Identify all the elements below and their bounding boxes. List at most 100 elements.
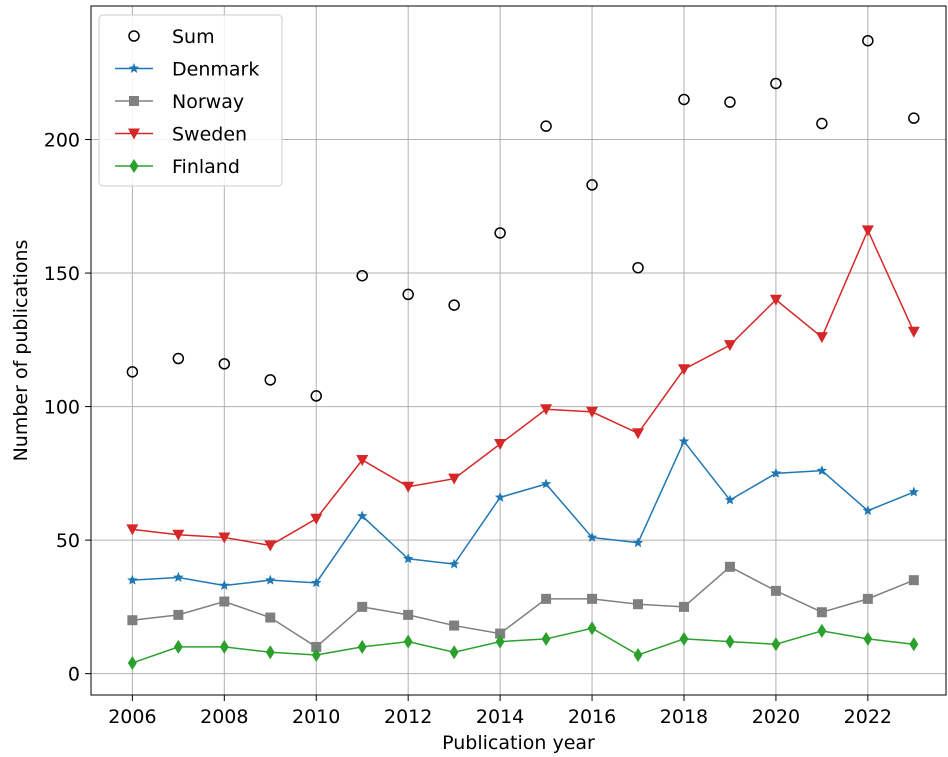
data-point-sum [126, 366, 139, 378]
data-point-sweden [448, 473, 461, 485]
data-point-finland [679, 631, 689, 646]
series-sweden [126, 225, 920, 552]
data-point-finland [909, 637, 919, 652]
data-point-sweden [264, 540, 277, 552]
series-line-norway [132, 565, 915, 648]
data-point-finland [265, 645, 275, 660]
y-tick-label: 150 [44, 263, 80, 285]
data-point-norway [173, 609, 184, 620]
data-point-sum [264, 374, 277, 386]
series-line-denmark [132, 439, 915, 587]
legend-item-sweden: Sweden [115, 124, 247, 146]
data-point-denmark [724, 494, 736, 505]
data-point-denmark [908, 486, 920, 497]
data-point-finland [403, 634, 413, 649]
data-point-denmark [219, 580, 230, 590]
data-point-norway [678, 601, 689, 612]
data-point-norway [127, 615, 138, 626]
legend-marker-sum [128, 30, 140, 42]
data-point-finland [495, 634, 505, 649]
data-point-sweden [310, 513, 323, 525]
data-point-sweden [769, 294, 782, 306]
series-denmark [127, 435, 920, 590]
data-point-sweden [586, 406, 599, 418]
data-point-norway [724, 561, 735, 572]
data-point-norway [219, 596, 230, 607]
data-point-sum [770, 77, 782, 90]
x-tick-label: 2018 [660, 706, 708, 728]
data-point-sum [724, 96, 736, 108]
series-norway [127, 561, 919, 652]
data-point-sweden [907, 326, 920, 338]
data-point-finland [633, 647, 643, 662]
data-point-norway [541, 593, 552, 604]
y-tick-label: 0 [68, 664, 80, 686]
series-sum [126, 34, 920, 402]
y-tick-label: 50 [56, 530, 80, 552]
data-point-denmark [173, 572, 184, 582]
data-point-sum [310, 390, 322, 402]
data-point-denmark [127, 574, 138, 585]
data-point-sweden [861, 225, 874, 237]
data-point-finland [771, 637, 781, 652]
data-point-sum [586, 179, 598, 191]
x-tick-label: 2006 [108, 706, 156, 728]
data-point-finland [357, 639, 367, 654]
legend-box [98, 14, 283, 187]
data-point-norway [862, 593, 873, 604]
data-point-denmark [402, 553, 414, 564]
axis-ticks: 2006 2008 2010 2012 2014 2016 2018 2020 2022 0 50 1… [44, 130, 892, 728]
data-point-sweden [677, 364, 690, 376]
grid [91, 6, 946, 695]
data-point-denmark [356, 510, 368, 521]
data-point-norway [587, 593, 598, 604]
data-point-finland [587, 621, 597, 636]
series-layer [126, 34, 920, 670]
data-point-sum [908, 112, 920, 124]
y-tick-label: 100 [44, 397, 80, 419]
data-point-sweden [126, 524, 139, 536]
data-point-sum [356, 269, 368, 282]
data-point-sum [402, 288, 414, 301]
legend-label-sum: Sum [172, 26, 215, 48]
data-point-sweden [172, 529, 185, 541]
data-point-sum [448, 299, 460, 311]
plot-frame [90, 5, 947, 696]
legend-marker-finland [129, 159, 139, 173]
data-point-finland [311, 647, 321, 662]
legend-item-finland: Finland [115, 156, 240, 178]
data-point-finland [863, 631, 873, 646]
data-point-denmark [770, 467, 782, 478]
x-tick-label: 2016 [568, 706, 616, 728]
x-tick-label: 2022 [844, 706, 892, 728]
data-point-denmark [311, 577, 322, 588]
data-point-finland [219, 639, 229, 654]
legend-item-norway: Norway [115, 91, 244, 113]
x-tick-label: 2012 [384, 706, 432, 728]
legend-marker-norway [129, 96, 139, 106]
data-point-finland [817, 623, 827, 638]
data-point-sweden [494, 438, 507, 450]
data-point-sweden [723, 340, 736, 352]
data-point-sweden [540, 404, 553, 416]
data-point-sum [632, 261, 644, 274]
data-point-finland [541, 631, 551, 646]
data-point-norway [908, 575, 919, 586]
data-point-norway [495, 628, 506, 639]
data-point-sweden [632, 428, 645, 440]
data-point-norway [633, 599, 644, 610]
data-point-norway [357, 601, 368, 612]
data-point-denmark [540, 478, 552, 489]
data-point-sum [494, 227, 506, 239]
data-point-finland [173, 639, 183, 654]
data-point-sweden [356, 454, 369, 466]
legend-label-norway: Norway [172, 91, 244, 113]
legend-marker-sweden [128, 128, 140, 140]
data-point-norway [265, 612, 276, 623]
data-point-finland [127, 655, 137, 670]
data-point-denmark [586, 531, 598, 542]
data-point-norway [770, 585, 781, 596]
data-point-sweden [402, 481, 415, 493]
series-line-finland [132, 627, 914, 664]
